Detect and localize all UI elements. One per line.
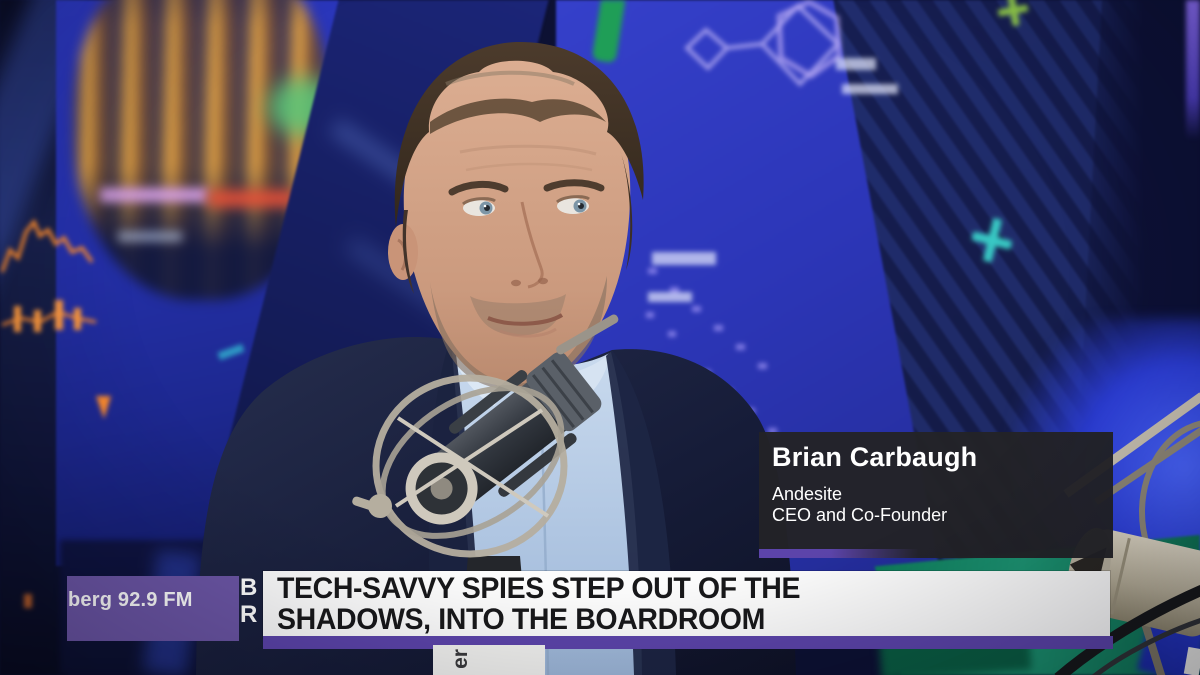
headline-accent-strip xyxy=(263,636,1113,649)
station-partial-letters: B R xyxy=(240,574,263,638)
radio-station-label: berg 92.9 FM xyxy=(68,589,193,611)
station-partial-b: B xyxy=(240,574,258,601)
green-boom-pole xyxy=(592,0,626,63)
orange-candles xyxy=(14,300,81,332)
orange-tick xyxy=(24,594,32,608)
guest-name: Brian Carbaugh xyxy=(772,442,978,472)
radio-station-tag: berg 92.9 FM xyxy=(67,576,239,641)
guest-name-card: Brian Carbaugh Andesite CEO and Co-Found… xyxy=(759,432,1113,558)
ticker-blur-pink xyxy=(100,188,208,202)
station-partial-r: R xyxy=(240,601,258,628)
orange-line-chart xyxy=(0,218,94,273)
orange-triangle-icon xyxy=(96,396,111,419)
mic-flag: er xyxy=(433,645,545,675)
guest-company: Andesite xyxy=(772,484,843,504)
guest-microphone xyxy=(352,314,619,650)
headline-banner: TECH-SAVVY SPIES STEP OUT OF THE SHADOWS… xyxy=(263,571,1110,638)
purple-edge-light xyxy=(1186,0,1200,140)
name-card-accent-strip xyxy=(759,549,919,558)
ticker-blur-red xyxy=(208,190,294,207)
headline-line-2: SHADOWS, INTO THE BOARDROOM xyxy=(277,603,765,636)
guest-title: CEO and Co-Founder xyxy=(772,505,948,525)
teal-dash xyxy=(217,343,245,361)
headline-line-1: TECH-SAVVY SPIES STEP OUT OF THE xyxy=(277,572,801,605)
constellation-diamonds xyxy=(684,3,841,87)
hexagon-outline-icon xyxy=(776,0,842,79)
mic-flag-label: er xyxy=(448,649,472,669)
ticker-blur-white xyxy=(118,232,182,241)
